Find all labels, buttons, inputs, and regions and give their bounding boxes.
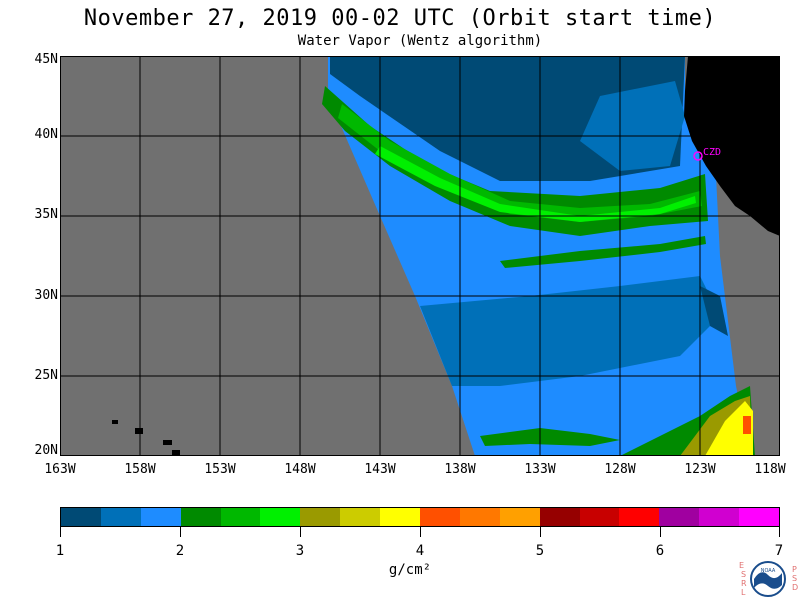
lon-label-163w: 163W	[44, 462, 76, 477]
colorbar-segment	[380, 508, 421, 526]
colorbar	[60, 507, 780, 527]
moisture-band-core	[375, 146, 696, 222]
lon-label-148w: 148W	[284, 462, 316, 477]
station-marker	[693, 151, 703, 161]
logo-letter: L	[741, 588, 746, 597]
island-hawaii	[172, 450, 180, 456]
lon-label-123w: 123W	[684, 462, 716, 477]
map-title: November 27, 2019 00-02 UTC (Orbit start…	[83, 6, 717, 31]
lon-label-158w: 158W	[124, 462, 156, 477]
colorbar-label-3: 3	[295, 543, 305, 559]
lon-label-153w: 153W	[204, 462, 236, 477]
colorbar-tick	[60, 527, 61, 537]
island-kauai	[112, 420, 118, 424]
colorbar-segment	[459, 508, 500, 526]
dry-patch-coast	[700, 286, 728, 336]
lat-label-35n: 35N	[34, 207, 58, 222]
colorbar-tick	[300, 527, 301, 537]
lon-label-128w: 128W	[604, 462, 636, 477]
logo-letter: E	[739, 561, 744, 570]
logo-bird-icon	[754, 572, 782, 589]
water-vapor-map: CZD	[60, 56, 780, 456]
colorbar-segment	[260, 508, 301, 526]
colorbar-segment	[539, 508, 580, 526]
lat-label-45n: 45N	[34, 52, 58, 67]
moisture-streak-south	[500, 236, 706, 268]
colorbar-segment	[61, 508, 101, 526]
moisture-southeast-yellow	[705, 401, 753, 456]
colorbar-label-6: 6	[655, 543, 665, 559]
colorbar-segment	[619, 508, 660, 526]
logo-letter: D	[792, 583, 798, 592]
colorbar-segment	[659, 508, 700, 526]
lat-label-30n: 30N	[34, 288, 58, 303]
colorbar-segment	[140, 508, 181, 526]
moisture-band-outer	[322, 86, 708, 236]
colorbar-tick	[660, 527, 661, 537]
colorbar-segment	[579, 508, 620, 526]
lon-label-118w: 118W	[754, 462, 786, 477]
colorbar-segment	[220, 508, 261, 526]
lon-label-133w: 133W	[524, 462, 556, 477]
map-border	[60, 56, 780, 456]
land-west-coast	[684, 56, 780, 236]
colorbar-segment	[340, 508, 381, 526]
drier-patch-mid	[420, 276, 720, 386]
island-oahu	[135, 428, 143, 434]
lat-label-25n: 25N	[34, 368, 58, 383]
logo-letter: S	[741, 570, 746, 579]
colorbar-tick	[180, 527, 181, 537]
lon-label-138w: 138W	[444, 462, 476, 477]
colorbar-segment	[300, 508, 341, 526]
lat-label-40n: 40N	[34, 127, 58, 142]
colorbar-label-4: 4	[415, 543, 425, 559]
colorbar-segment	[739, 508, 780, 526]
dry-region-north-mid	[580, 81, 685, 171]
colorbar-segment	[100, 508, 141, 526]
colorbar-tick	[779, 527, 780, 537]
lat-label-20n: 20N	[34, 443, 58, 458]
colorbar-segment	[180, 508, 221, 526]
colorbar-label-1: 1	[55, 543, 65, 559]
lon-label-143w: 143W	[364, 462, 396, 477]
graticule	[60, 56, 780, 456]
colorbar-label-7: 7	[774, 543, 784, 559]
colorbar-segment	[499, 508, 540, 526]
logo-letter: P	[792, 565, 797, 574]
colorbar-tick	[420, 527, 421, 537]
logo-noaa-text: NOAA	[761, 568, 776, 574]
island-maui	[163, 440, 172, 445]
colorbar-label-2: 2	[175, 543, 185, 559]
logo-letter: R	[741, 579, 747, 588]
colorbar-units: g/cm²	[388, 562, 432, 578]
moisture-southeast-orange	[743, 416, 751, 434]
map-subtitle: Water Vapor (Wentz algorithm)	[297, 33, 543, 49]
station-label: CZD	[703, 147, 721, 158]
colorbar-segment	[699, 508, 740, 526]
moisture-streak-far-south	[480, 428, 620, 446]
colorbar-segment	[420, 508, 460, 526]
colorbar-tick	[540, 527, 541, 537]
noaa-logo: E S R L P S D NOAA	[739, 561, 798, 597]
colorbar-label-5: 5	[535, 543, 545, 559]
logo-letter: S	[792, 574, 797, 583]
